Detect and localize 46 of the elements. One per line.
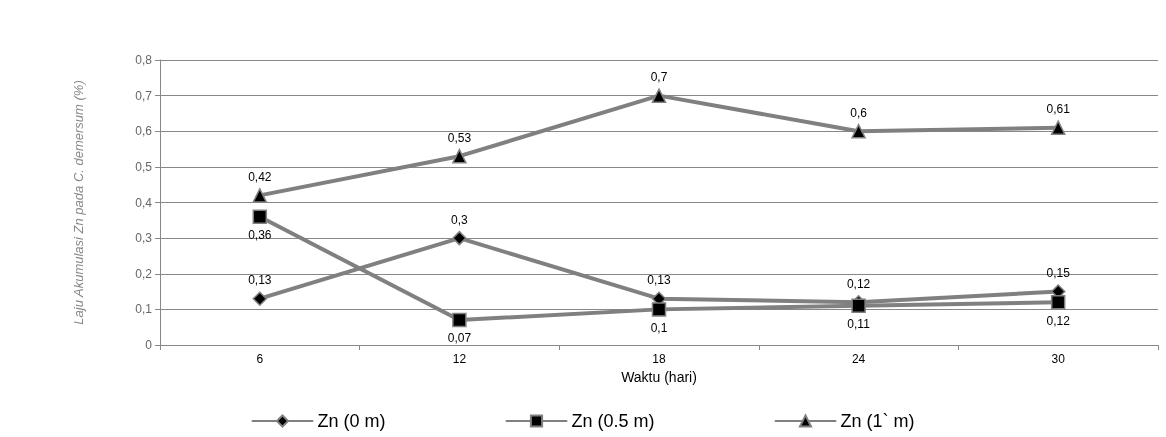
data-label: 0,07 [447, 331, 472, 346]
data-label: 0,3 [451, 212, 469, 227]
point [851, 124, 866, 139]
y-tick-label: 0,6 [135, 124, 153, 139]
data-label: 0,42 [248, 170, 272, 185]
data-label: 0,11 [847, 317, 871, 332]
data-label: 0,12 [1046, 313, 1071, 328]
point [452, 230, 467, 246]
x-tick-label: 24 [851, 352, 866, 366]
x-tick-label: 18 [652, 352, 666, 366]
data-label: 0,36 [248, 228, 272, 242]
point [252, 209, 268, 224]
y-tick-label: 0,3 [135, 231, 153, 246]
point [851, 298, 866, 314]
point [452, 148, 467, 164]
x-tick-label: 12 [452, 352, 467, 366]
x-tick-label: 30 [1051, 352, 1066, 366]
data-label: 0,7 [650, 70, 668, 85]
y-tick-label: 0,8 [135, 53, 153, 67]
data-label: 0,1 [650, 320, 668, 335]
y-tick-label: 0 [145, 338, 153, 352]
data-label: 0,15 [1046, 266, 1071, 281]
y-tick-label: 0,4 [135, 195, 153, 210]
x-tick-label: 6 [256, 352, 264, 366]
x-axis-title: Waktu (hari) [621, 368, 697, 385]
y-tick-label: 0,5 [135, 159, 153, 174]
y-axis-title: Laju Akumulasi Zn pada C. demersum (%) [71, 80, 86, 325]
legend-label: Zn (0 m) [317, 411, 386, 431]
legend-label: Zn (1` m) [840, 411, 915, 431]
data-label: 0,13 [248, 273, 272, 288]
legend-label: Zn (0.5 m) [571, 411, 655, 431]
y-tick-label: 0,2 [135, 266, 153, 281]
data-label: 0,61 [1046, 102, 1071, 117]
point [651, 302, 667, 317]
data-label: 0,12 [846, 277, 871, 291]
point [1050, 295, 1066, 310]
point [252, 188, 268, 203]
y-tick-label: 0,7 [135, 88, 153, 103]
point [651, 88, 667, 103]
data-label: 0,53 [447, 130, 472, 145]
point [452, 312, 467, 328]
y-tick-label: 0,1 [135, 302, 153, 317]
point [1050, 120, 1066, 135]
data-label: 0,6 [850, 106, 868, 120]
point [252, 291, 268, 306]
data-label: 0,13 [647, 273, 671, 288]
